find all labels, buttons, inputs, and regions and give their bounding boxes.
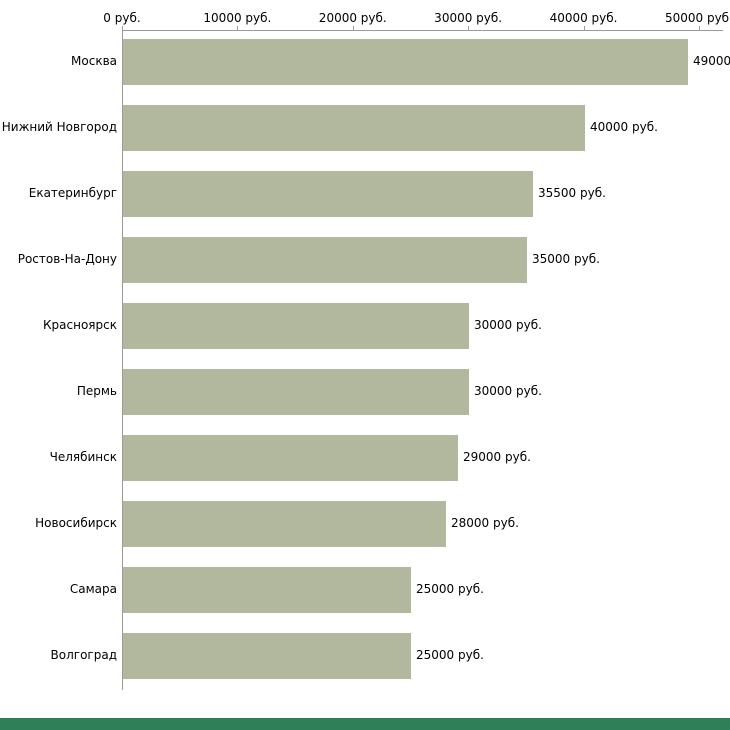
bar bbox=[123, 567, 411, 613]
value-label: 28000 руб. bbox=[451, 516, 519, 530]
bar bbox=[123, 369, 469, 415]
bar bbox=[123, 171, 533, 217]
category-label: Красноярск bbox=[43, 318, 117, 332]
x-tick-mark bbox=[237, 26, 239, 30]
value-label: 30000 руб. bbox=[474, 384, 542, 398]
x-tick-label: 30000 руб. bbox=[434, 11, 503, 25]
x-tick-label: 40000 руб. bbox=[549, 11, 618, 25]
value-label: 35000 руб. bbox=[532, 252, 600, 266]
value-label: 40000 руб. bbox=[590, 120, 658, 134]
value-label: 35500 руб. bbox=[538, 186, 606, 200]
category-label: Челябинск bbox=[49, 450, 117, 464]
bar bbox=[123, 303, 469, 349]
category-label: Нижний Новгород bbox=[1, 120, 117, 134]
bar bbox=[123, 435, 458, 481]
x-tick-mark bbox=[698, 26, 700, 30]
category-label: Москва bbox=[71, 54, 117, 68]
value-label: 49000 bbox=[693, 54, 730, 68]
category-label: Ростов-На-Дону bbox=[17, 252, 117, 266]
x-tick-mark bbox=[468, 26, 470, 30]
value-label: 25000 руб. bbox=[416, 582, 484, 596]
category-label: Волгоград bbox=[50, 648, 117, 662]
bar bbox=[123, 501, 446, 547]
bar bbox=[123, 633, 411, 679]
value-label: 30000 руб. bbox=[474, 318, 542, 332]
y-axis-line bbox=[122, 30, 123, 690]
footer-brand-strip bbox=[0, 718, 730, 730]
x-tick-mark bbox=[122, 26, 123, 30]
x-tick-mark bbox=[583, 26, 585, 30]
value-label: 25000 руб. bbox=[416, 648, 484, 662]
x-tick-label: 0 руб. bbox=[103, 11, 141, 25]
category-label: Новосибирск bbox=[35, 516, 117, 530]
x-tick-mark bbox=[352, 26, 354, 30]
x-tick-label: 10000 руб. bbox=[203, 11, 272, 25]
x-tick-label: 20000 руб. bbox=[318, 11, 387, 25]
category-label: Самара bbox=[69, 582, 117, 596]
category-label: Екатеринбург bbox=[28, 186, 117, 200]
value-label: 29000 руб. bbox=[463, 450, 531, 464]
x-axis-line bbox=[122, 30, 723, 31]
x-tick-label: 50000 руб. bbox=[664, 11, 730, 25]
bar bbox=[123, 105, 585, 151]
bar bbox=[123, 237, 527, 283]
bar bbox=[123, 39, 688, 85]
category-label: Пермь bbox=[76, 384, 117, 398]
